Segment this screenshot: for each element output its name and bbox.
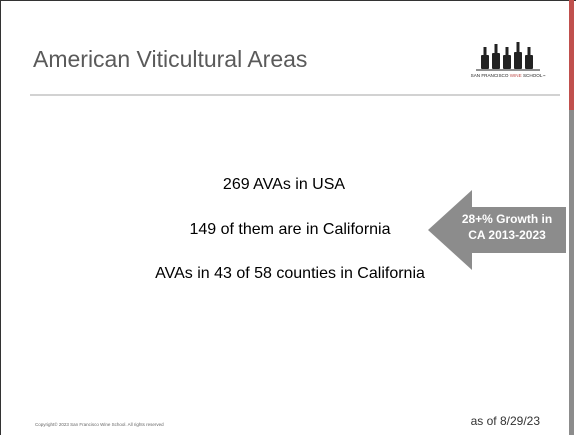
logo-text-pre: SAN FRANCISCO [471, 73, 509, 78]
callout-text: 28+% Growth in [462, 212, 552, 226]
copyright: Copyright© 2023 San Francisco Wine Schoo… [35, 421, 164, 427]
logo-trademark: ™ [542, 74, 545, 78]
body-line: 149 of them are in California [190, 221, 391, 238]
date-note: as of 8/29/23 [471, 414, 541, 428]
slide-title: American Viticultural Areas [33, 46, 307, 72]
accent-bar-gray [569, 110, 574, 435]
logo-text-wine: WINE [510, 73, 522, 78]
logo: SAN FRANCISCO WINE SCHOOL™ [471, 42, 546, 78]
body-line: AVAs in 43 of 58 counties in California [155, 265, 425, 282]
callout-text: CA 2013-2023 [468, 228, 546, 242]
arrow-shape [428, 190, 566, 270]
body-line: 269 AVAs in USA [223, 176, 345, 193]
callout-arrow: 28+% Growth in CA 2013-2023 [428, 190, 566, 270]
logo-text: SAN FRANCISCO WINE SCHOOL™ [471, 73, 546, 78]
logo-bottles [481, 42, 533, 69]
accent-bar-red [569, 0, 574, 110]
logo-text-post: SCHOOL [523, 73, 543, 78]
